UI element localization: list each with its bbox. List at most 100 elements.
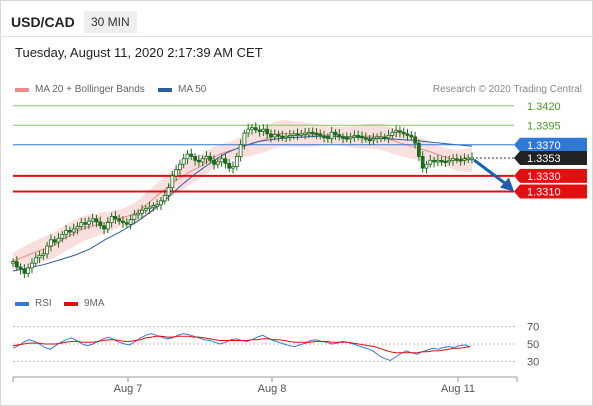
legend-rsi: RSI — [15, 298, 52, 309]
level-tag-1.3370 — [514, 137, 587, 152]
price-candle — [303, 127, 307, 140]
symbol-title: USD/CAD — [11, 14, 75, 30]
candle-body — [52, 239, 57, 243]
price-candle — [26, 263, 31, 278]
candle-body — [56, 237, 61, 243]
candle-body — [22, 269, 27, 274]
price-candle — [443, 156, 448, 168]
price-candle — [413, 131, 417, 149]
candle-body — [223, 158, 228, 164]
candle-body — [314, 132, 319, 135]
legend-ma50: MA 50 — [158, 84, 206, 95]
price-candle — [242, 129, 247, 150]
candle-body — [333, 131, 338, 136]
candle-body — [94, 218, 99, 223]
candle-body — [102, 225, 106, 230]
price-candle — [454, 153, 459, 164]
candle-body — [458, 159, 463, 162]
candle-body — [299, 133, 304, 136]
timeframe-badge[interactable]: 30 MIN — [84, 11, 137, 33]
candle-body — [443, 160, 448, 164]
price-candle — [178, 159, 182, 175]
header-divider — [0, 36, 593, 37]
candle-body — [60, 233, 65, 239]
price-candle — [288, 129, 292, 142]
candle-body — [178, 163, 182, 171]
price-candle — [14, 256, 19, 271]
price-candle — [291, 130, 296, 140]
price-candle — [212, 155, 216, 170]
candle-body — [14, 261, 19, 268]
candle-body — [113, 216, 118, 220]
candle-body — [265, 128, 270, 135]
rsi-line — [12, 333, 471, 362]
candle-body — [219, 158, 224, 163]
price-candle — [253, 122, 258, 134]
candle-body — [143, 208, 148, 211]
candle-body — [424, 163, 429, 169]
price-candle — [470, 152, 474, 164]
candle-body — [420, 156, 425, 169]
price-candle — [462, 153, 467, 166]
level-tag-1.3310 — [514, 184, 587, 199]
ma20-swatch — [15, 87, 29, 92]
price-candle — [269, 129, 273, 143]
ma9-swatch — [64, 301, 78, 306]
candle-body — [318, 133, 323, 137]
candle-body — [33, 257, 38, 264]
price-candle — [318, 129, 323, 140]
candle-body — [45, 245, 50, 255]
candle-body — [280, 135, 285, 139]
price-candle — [22, 264, 27, 279]
candle-body — [174, 169, 179, 177]
candle-body — [466, 157, 471, 160]
candle-body — [398, 130, 402, 133]
candle-body — [462, 158, 467, 161]
candle-body — [200, 158, 205, 163]
price-candle — [382, 133, 387, 142]
price-candle — [124, 217, 129, 228]
ma50-label: MA 50 — [178, 84, 207, 95]
price-candle — [143, 205, 148, 214]
candle-body — [439, 159, 444, 163]
price-candle — [390, 128, 395, 140]
candle-body — [303, 132, 307, 135]
price-candle — [386, 130, 391, 144]
candle-body — [337, 134, 342, 138]
price-candle — [105, 217, 110, 234]
candle-body — [151, 205, 156, 208]
copyright: Research © 2020 Trading Central — [432, 84, 582, 95]
price-candle — [348, 132, 353, 144]
candle-body — [196, 159, 201, 163]
price-candle — [56, 232, 61, 248]
candle-body — [83, 222, 87, 225]
level-label-1.3395: 1.3395 — [527, 120, 561, 132]
price-candle — [159, 196, 163, 210]
candle-body — [360, 135, 364, 139]
candle-body — [291, 133, 296, 136]
price-candle — [208, 152, 213, 164]
price-candle — [98, 216, 103, 230]
candle-body — [68, 230, 72, 233]
candle-body — [166, 187, 171, 196]
price-candle — [424, 160, 429, 174]
price-candle — [223, 153, 228, 169]
candle-body — [348, 136, 353, 139]
price-candle — [265, 124, 270, 139]
price-candle — [102, 222, 106, 235]
candle-body — [212, 159, 216, 165]
candle-body — [128, 219, 133, 225]
candle-body — [132, 214, 137, 220]
price-candle — [280, 130, 285, 141]
level-label-1.3330: 1.3330 — [527, 171, 561, 183]
candle-body — [147, 206, 152, 210]
candle-body — [208, 156, 213, 161]
price-candle — [367, 135, 372, 146]
legend-9ma: 9MA — [64, 298, 105, 309]
candle-body — [386, 134, 391, 139]
level-tag-1.3330 — [514, 168, 587, 183]
price-candle — [234, 152, 239, 171]
price-candle — [75, 222, 80, 235]
price-candle — [33, 252, 38, 267]
candle-body — [375, 136, 380, 139]
